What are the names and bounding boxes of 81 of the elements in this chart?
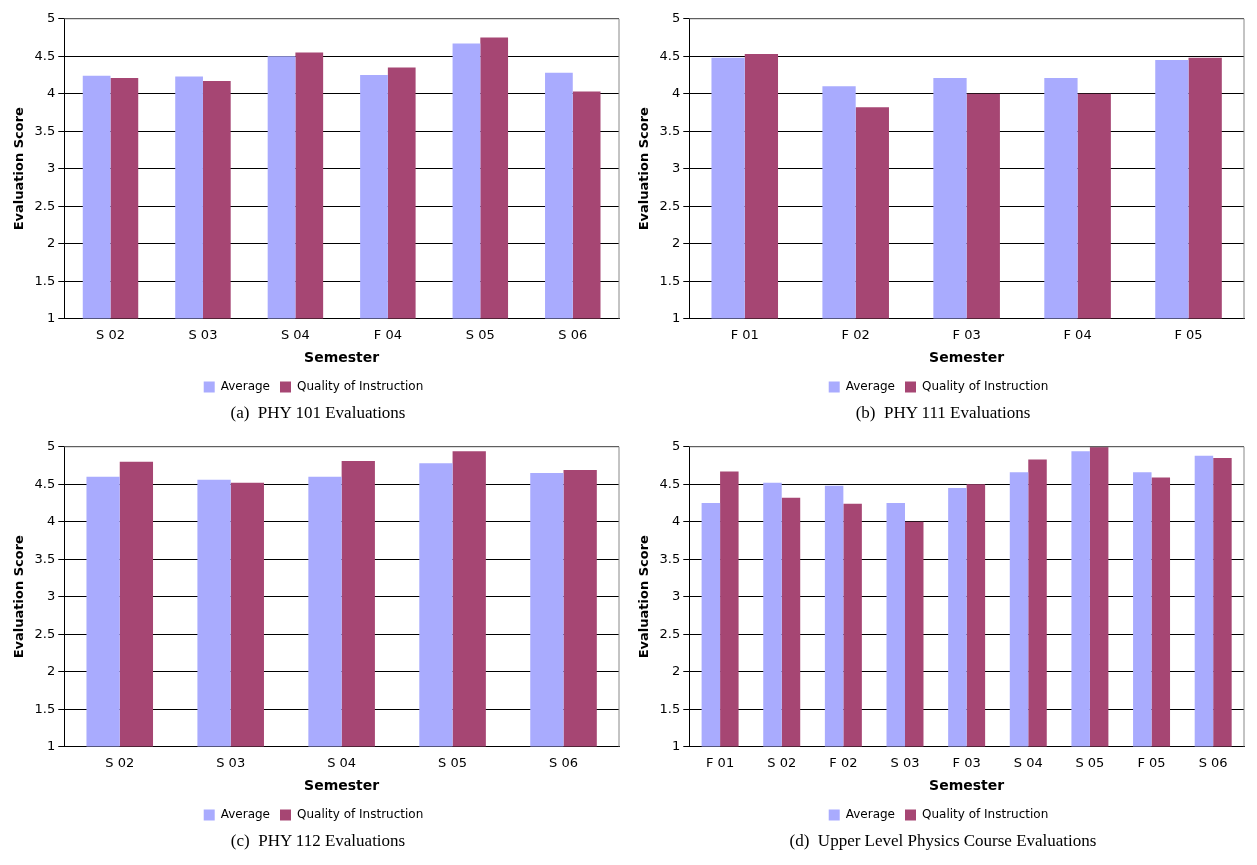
y-tick-label: 3.5 [34, 550, 56, 566]
legend-label: Quality of Instruction [296, 379, 424, 394]
y-tick-label: 2.5 [34, 197, 56, 213]
y-tick-label: 2 [46, 235, 56, 251]
y-tick-label: 4.5 [34, 47, 56, 63]
x-tick-label: S 05 [1075, 754, 1105, 770]
text: (b) PHY 111 Evaluations [854, 403, 1032, 423]
y-tick-label: 4 [46, 85, 56, 101]
y-tick-label: 2.5 [659, 625, 681, 641]
y-axis-title: Evaluation Score [11, 534, 27, 659]
y-tick-label: 1.5 [659, 272, 681, 288]
legend-label: Average [220, 807, 270, 822]
y-tick-label: 3 [46, 160, 56, 176]
y-tick-label: 1.5 [659, 700, 681, 716]
legend-label: Quality of Instruction [921, 807, 1049, 822]
y-tick-label: 2.5 [34, 625, 56, 641]
y-tick-label: 4.5 [659, 475, 681, 491]
text: (d) Upper Level Physics Course Evaluations [788, 831, 1098, 851]
x-tick-label: F 01 [730, 326, 759, 342]
x-tick-label: S 03 [890, 754, 920, 770]
x-axis-title: Semester [929, 777, 1005, 794]
x-tick-label: F 01 [706, 754, 735, 770]
x-tick-label: F 05 [1137, 754, 1166, 770]
x-tick-label: F 03 [952, 754, 981, 770]
y-tick-label: 2.5 [659, 197, 681, 213]
y-tick-label: 1.5 [34, 700, 56, 716]
x-axis-title: Semester [304, 777, 380, 794]
y-tick-label: 2 [671, 663, 681, 679]
x-tick-label: F 05 [1174, 326, 1203, 342]
x-tick-label: S 06 [549, 754, 578, 770]
x-tick-label: S 02 [105, 754, 135, 770]
x-tick-label: S 04 [1013, 754, 1043, 770]
y-tick-label: 5 [671, 10, 681, 26]
y-tick-label: 4.5 [34, 475, 56, 491]
x-tick-label: F 02 [829, 754, 858, 770]
text: (c) PHY 112 Evaluations [229, 831, 407, 851]
x-tick-label: S 06 [1198, 754, 1228, 770]
y-tick-label: 5 [46, 10, 56, 26]
y-tick-label: 1 [671, 309, 681, 325]
y-axis-title: Evaluation Score [636, 106, 652, 231]
y-tick-label: 1 [671, 737, 681, 753]
y-tick-label: 3.5 [659, 122, 681, 138]
x-tick-label: S 03 [188, 326, 218, 342]
y-tick-label: 3 [46, 588, 56, 604]
legend-label: Average [845, 807, 895, 822]
legend-label: Average [220, 379, 270, 394]
x-tick-label: S 05 [465, 326, 495, 342]
x-tick-label: S 03 [216, 754, 246, 770]
y-tick-label: 1 [46, 737, 56, 753]
y-tick-label: 4 [671, 513, 681, 529]
y-tick-label: 5 [671, 438, 681, 454]
x-axis-title: Semester [929, 349, 1005, 366]
y-tick-label: 1 [46, 309, 56, 325]
x-tick-label: S 05 [438, 754, 468, 770]
y-tick-label: 1.5 [34, 272, 56, 288]
legend-label: Quality of Instruction [296, 807, 424, 822]
legend-label: Quality of Instruction [921, 379, 1049, 394]
y-axis-title: Evaluation Score [636, 534, 652, 659]
y-tick-label: 3.5 [34, 122, 56, 138]
y-axis-title: Evaluation Score [11, 106, 27, 231]
x-tick-label: F 04 [373, 326, 402, 342]
x-tick-label: F 03 [952, 326, 981, 342]
x-tick-label: F 04 [1063, 326, 1092, 342]
x-tick-label: S 04 [327, 754, 357, 770]
x-tick-label: F 02 [841, 326, 870, 342]
x-tick-label: S 04 [280, 326, 310, 342]
x-tick-label: S 06 [558, 326, 588, 342]
y-tick-label: 4.5 [659, 47, 681, 63]
x-tick-label: S 02 [767, 754, 797, 770]
y-tick-label: 3.5 [659, 550, 681, 566]
y-tick-label: 2 [46, 663, 56, 679]
y-tick-label: 2 [671, 235, 681, 251]
x-tick-label: S 02 [96, 326, 125, 342]
y-tick-label: 4 [46, 513, 56, 529]
legend-label: Average [845, 379, 895, 394]
y-tick-label: 4 [671, 85, 681, 101]
y-tick-label: 3 [671, 160, 681, 176]
y-tick-label: 3 [671, 588, 681, 604]
x-axis-title: Semester [304, 349, 380, 366]
text: (a) PHY 101 Evaluations [229, 403, 407, 423]
y-tick-label: 5 [46, 438, 56, 454]
